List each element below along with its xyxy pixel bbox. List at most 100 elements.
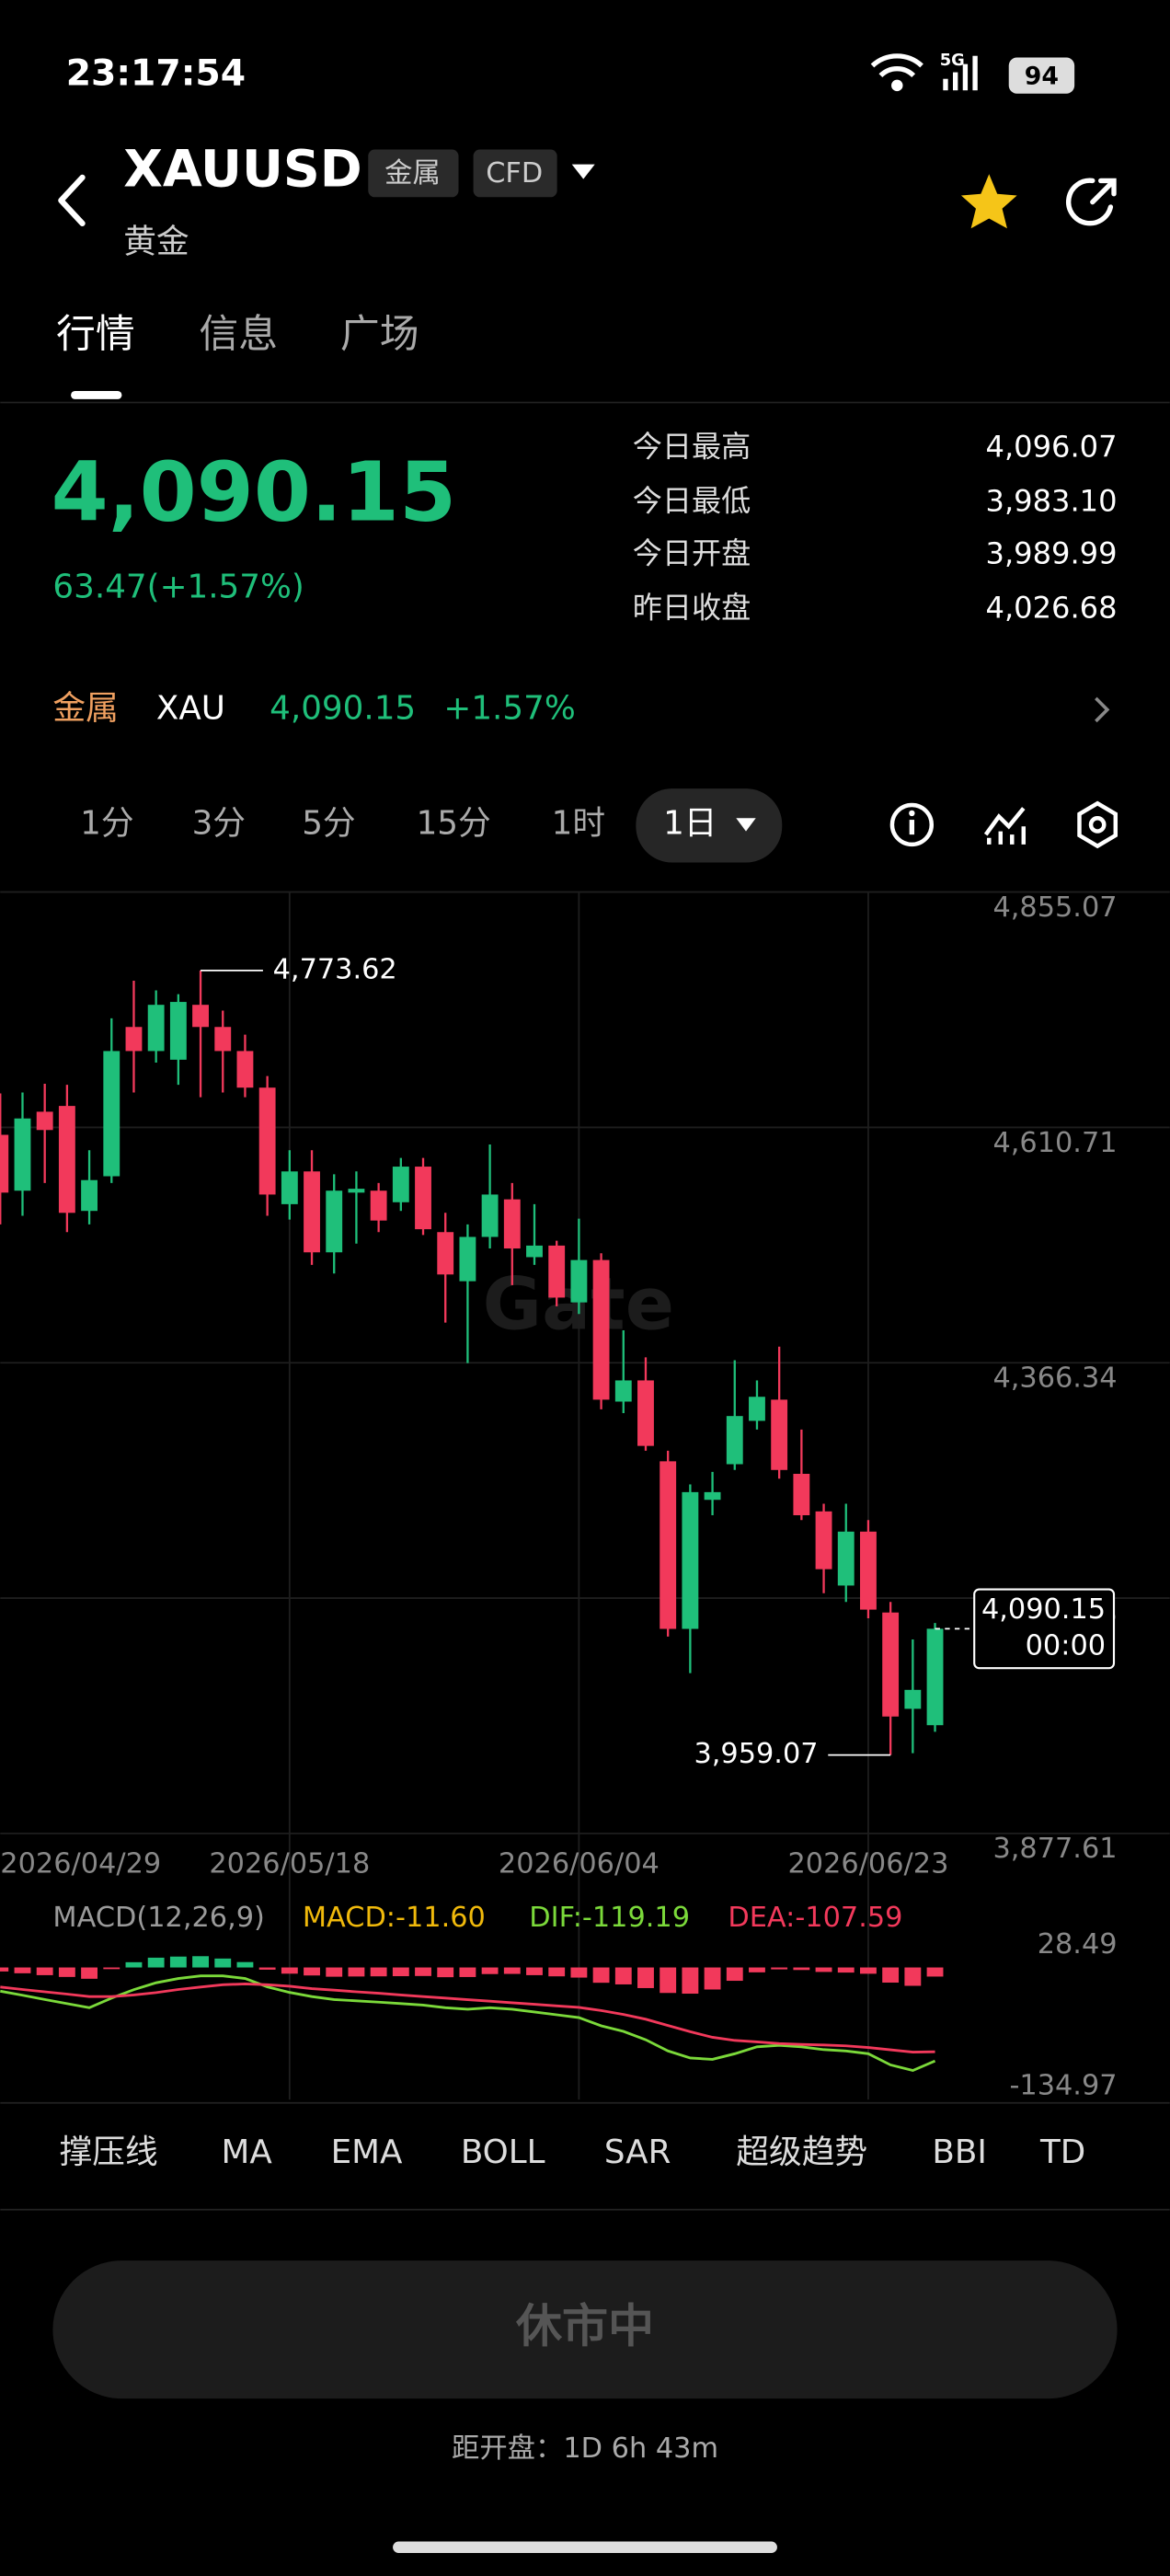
candle-body xyxy=(592,1259,610,1400)
candle-body xyxy=(926,1628,944,1726)
macd-bar xyxy=(771,1967,788,1970)
info-button[interactable] xyxy=(889,802,935,847)
indicator[interactable]: BBI xyxy=(932,2133,987,2171)
macd-chart: MACD(12,26,9) MACD:-11.60 DIF:-119.19 DEA:-… xyxy=(0,1902,1118,2101)
candle-body xyxy=(771,1399,788,1470)
candle-body xyxy=(0,1134,9,1193)
candlestick-chart: 4,855.074,610.714,366.344,121.983,877.61… xyxy=(0,891,1170,2100)
x-tick-label: 2026/06/04 xyxy=(499,1847,660,1880)
candle-body xyxy=(348,1189,365,1193)
indicator[interactable]: SAR xyxy=(604,2133,671,2171)
stat-value: 3,989.99 xyxy=(986,536,1118,571)
candle-body xyxy=(570,1259,588,1303)
last-price-box xyxy=(973,1588,1116,1670)
indicator[interactable]: 撑压线 xyxy=(60,2133,158,2171)
candle-body xyxy=(437,1232,454,1275)
trade-button[interactable] xyxy=(52,2260,1118,2399)
macd-bar xyxy=(860,1967,877,1974)
candle-body xyxy=(837,1531,855,1586)
macd-bar xyxy=(125,1961,143,1968)
macd-bar xyxy=(726,1967,743,1982)
indicator[interactable]: BOLL xyxy=(461,2133,545,2171)
macd-bar xyxy=(459,1967,476,1977)
last-price-time: 00:00 xyxy=(1026,1630,1106,1662)
price-change: 63.47(+1.57%) xyxy=(52,568,304,605)
candle-body xyxy=(14,1118,31,1191)
tag-label: 金属 xyxy=(384,157,441,190)
y-tick-label: 3,877.61 xyxy=(992,1833,1117,1865)
share-button[interactable] xyxy=(1066,178,1117,226)
underlying-price: 4,090.15 xyxy=(270,689,416,727)
candle-body xyxy=(682,1491,699,1629)
market-status: 距开盘：1D 6h 43m xyxy=(452,2432,718,2465)
macd-line xyxy=(0,1982,935,2053)
macd-bar xyxy=(570,1967,588,1978)
indicator[interactable]: TD xyxy=(1039,2133,1085,2171)
x-tick-label: 2026/06/23 xyxy=(787,1847,948,1880)
candle-body xyxy=(726,1416,743,1465)
tab[interactable]: 广场 xyxy=(340,312,419,358)
tab[interactable]: 行情 xyxy=(56,312,135,358)
macd-bar xyxy=(837,1967,855,1973)
macd-bar xyxy=(749,1967,765,1972)
candle-body xyxy=(660,1461,677,1629)
stat-label: 昨日收盘 xyxy=(633,591,751,626)
indicator[interactable]: MA xyxy=(222,2133,273,2171)
indicator[interactable]: EMA xyxy=(331,2133,403,2171)
y-tick-label: -134.97 xyxy=(1009,2069,1117,2101)
last-price: 4,090.15 xyxy=(52,444,457,540)
interval[interactable]: 3分 xyxy=(192,804,246,842)
candle-body xyxy=(125,1027,143,1052)
legend-entry: MACD:-11.60 xyxy=(303,1902,486,1934)
indicator[interactable]: 超级趋势 xyxy=(736,2133,867,2171)
interval-dropdown[interactable] xyxy=(736,818,756,832)
macd-bar xyxy=(548,1967,566,1977)
macd-bar xyxy=(660,1967,677,1994)
x-tick-label: 2026/05/18 xyxy=(209,1847,370,1880)
candle-body xyxy=(815,1511,832,1570)
candle-body xyxy=(103,1051,120,1177)
candle-body xyxy=(793,1473,810,1516)
interval[interactable]: 1日 xyxy=(663,804,717,842)
favorite-star[interactable] xyxy=(960,174,1017,229)
tag-label: CFD xyxy=(486,157,543,190)
low-label: 3,959.07 xyxy=(694,1738,818,1770)
candle-body xyxy=(481,1194,499,1237)
back-button[interactable] xyxy=(58,174,86,226)
macd-bar xyxy=(481,1967,499,1974)
interval[interactable]: 15分 xyxy=(417,804,491,842)
macd-bar xyxy=(614,1967,632,1984)
macd-bar xyxy=(815,1967,832,1972)
chart-settings-button[interactable] xyxy=(1077,800,1118,849)
interval[interactable]: 5分 xyxy=(302,804,355,842)
candle-body xyxy=(882,1612,900,1717)
macd-bar xyxy=(392,1967,409,1977)
underlying-row[interactable]: 金属 XAU 4,090.15 +1.57% xyxy=(52,689,1110,727)
x-tick-label: 2026/04/29 xyxy=(0,1847,161,1880)
candle-body xyxy=(503,1199,521,1249)
macd-bar xyxy=(281,1967,298,1974)
instrument-name: 黄金 xyxy=(123,223,189,260)
indicator-settings-button[interactable] xyxy=(983,807,1027,845)
symbol: XAUUSD xyxy=(123,141,361,200)
candle-body xyxy=(36,1111,53,1131)
candle-body xyxy=(415,1167,431,1230)
macd-bar xyxy=(415,1967,431,1976)
interval[interactable]: 1分 xyxy=(80,804,133,842)
stat-value: 4,096.07 xyxy=(986,429,1118,464)
interval-selected[interactable] xyxy=(636,788,783,863)
candle-body xyxy=(548,1245,566,1298)
candle-body xyxy=(281,1171,298,1204)
macd-bar xyxy=(704,1967,721,1990)
candle-body xyxy=(147,1005,165,1052)
interval[interactable]: 1时 xyxy=(552,804,605,842)
y-tick-label: 4,366.34 xyxy=(992,1363,1117,1395)
macd-bar xyxy=(526,1967,543,1975)
chevron xyxy=(1095,696,1110,723)
symbol-dropdown[interactable] xyxy=(571,164,595,179)
candle-body xyxy=(81,1179,98,1212)
tag xyxy=(368,149,459,198)
macd-bar xyxy=(793,1967,810,1971)
tab[interactable]: 信息 xyxy=(199,312,278,358)
